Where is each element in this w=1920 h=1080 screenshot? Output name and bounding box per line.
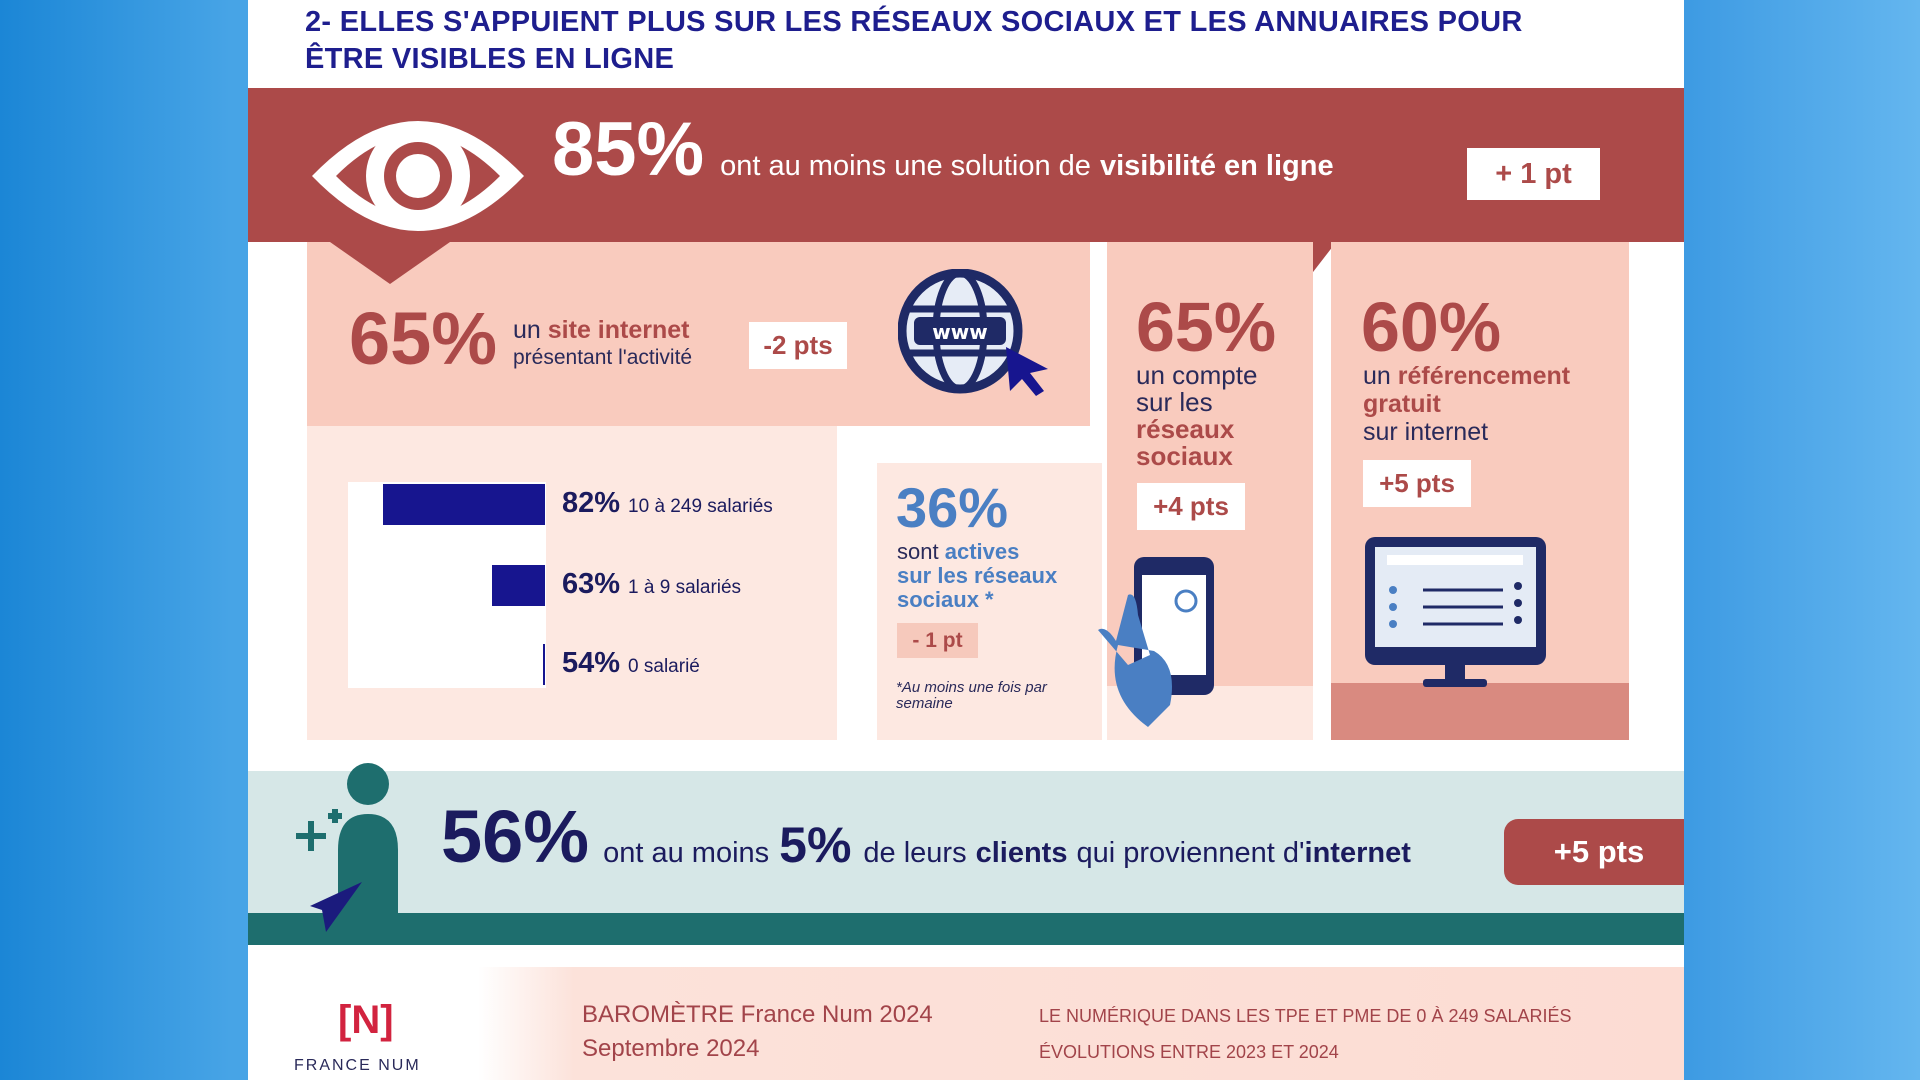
logo-name: FRANCE NUM (294, 1057, 421, 1074)
monitor-directory-icon (1365, 537, 1546, 687)
social-l1: un compte (1136, 360, 1258, 390)
pointer-arrow (330, 242, 450, 284)
bar-category-label: 0 salarié (628, 656, 700, 677)
clients-banner (248, 771, 1684, 916)
bar-label-2: 54% 0 salarié (562, 647, 700, 680)
active-delta-badge: - 1 pt (897, 623, 978, 658)
person-cursor-icon (296, 763, 398, 932)
infographic: 2- ELLES S'APPUIENT PLUS SUR LES RÉSEAUX… (248, 0, 1684, 1080)
bar-1 (492, 565, 545, 606)
active-footnote: *Au moins une fois par semaine (896, 679, 1047, 712)
clients-pct: 5% (779, 817, 852, 873)
clients-t1: ont au moins (603, 837, 770, 869)
page-title: 2- ELLES S'APPUIENT PLUS SUR LES RÉSEAUX… (305, 6, 1523, 75)
directory-pre: un (1363, 362, 1391, 390)
svg-text:www: www (932, 320, 987, 344)
website-bold: site internet (547, 316, 690, 344)
bar-category-label: 1 à 9 salariés (628, 577, 742, 598)
directory-value: 60% (1361, 288, 1502, 366)
social-delta-badge: +4 pts (1137, 483, 1245, 530)
bar-0 (383, 484, 545, 525)
website-pre: un (513, 316, 541, 344)
active-b3: sociaux * (897, 587, 994, 612)
france-num-logo: [N] (338, 998, 394, 1042)
bar-value-label: 63% (562, 568, 621, 600)
website-line2: présentant l'activité (513, 346, 693, 369)
bar-2 (543, 644, 545, 685)
clients-b1: clients (975, 837, 1068, 869)
evolution-label: ÉVOLUTIONS ENTRE 2023 ET 2024 (1039, 1042, 1339, 1062)
visibility-delta-badge: + 1 pt (1467, 148, 1600, 200)
bar-label-0: 82% 10 à 249 salariés (562, 487, 773, 520)
clients-delta-badge: +5 pts (1504, 819, 1684, 885)
smartphone-icon (1098, 557, 1214, 727)
clients-banner-base (248, 913, 1684, 945)
bar-label-1: 63% 1 à 9 salariés (562, 568, 741, 601)
barometer-label: BAROMÈTRE France Num 2024 (582, 1001, 933, 1028)
social-value: 65% (1136, 288, 1277, 366)
visibility-bold: visibilité en ligne (1099, 150, 1334, 182)
active-value: 36% (896, 476, 1009, 539)
active-b1: actives (944, 539, 1020, 564)
barometer-date: Septembre 2024 (582, 1035, 760, 1062)
globe-www-icon: www (898, 269, 1048, 396)
visibility-value: 85% (552, 107, 705, 192)
directory-b1: référencement (1397, 362, 1571, 390)
clients-t2: de leurs (863, 837, 967, 869)
directory-b2: gratuit (1363, 390, 1441, 418)
active-b2: sur les réseaux (897, 563, 1058, 588)
website-value: 65% (349, 297, 498, 380)
visibility-text: ont au moins une solution de (720, 150, 1091, 182)
clients-value: 56% (441, 795, 590, 878)
social-l2: sur les (1136, 387, 1213, 417)
clients-t3: qui proviennent d' (1076, 837, 1305, 869)
scope-label: LE NUMÉRIQUE DANS LES TPE ET PME DE 0 À … (1039, 1006, 1572, 1026)
footer (478, 967, 1684, 1080)
directory-card-base (1331, 683, 1629, 740)
eye-icon (312, 121, 524, 231)
website-delta-badge: -2 pts (749, 322, 847, 369)
clients-b2: internet (1304, 837, 1411, 869)
active-pre: sont (897, 539, 939, 564)
bar-value-label: 54% (562, 647, 621, 679)
directory-l3: sur internet (1363, 418, 1489, 446)
visibility-banner: 85% ont au moins une solution de visibil… (248, 88, 1684, 242)
social-b2: sociaux (1136, 441, 1233, 471)
bar-category-label: 10 à 249 salariés (628, 496, 773, 517)
social-b1: réseaux (1136, 414, 1235, 444)
directory-delta-badge: +5 pts (1363, 460, 1471, 507)
active-social-card (877, 463, 1102, 740)
bar-value-label: 82% (562, 487, 621, 519)
